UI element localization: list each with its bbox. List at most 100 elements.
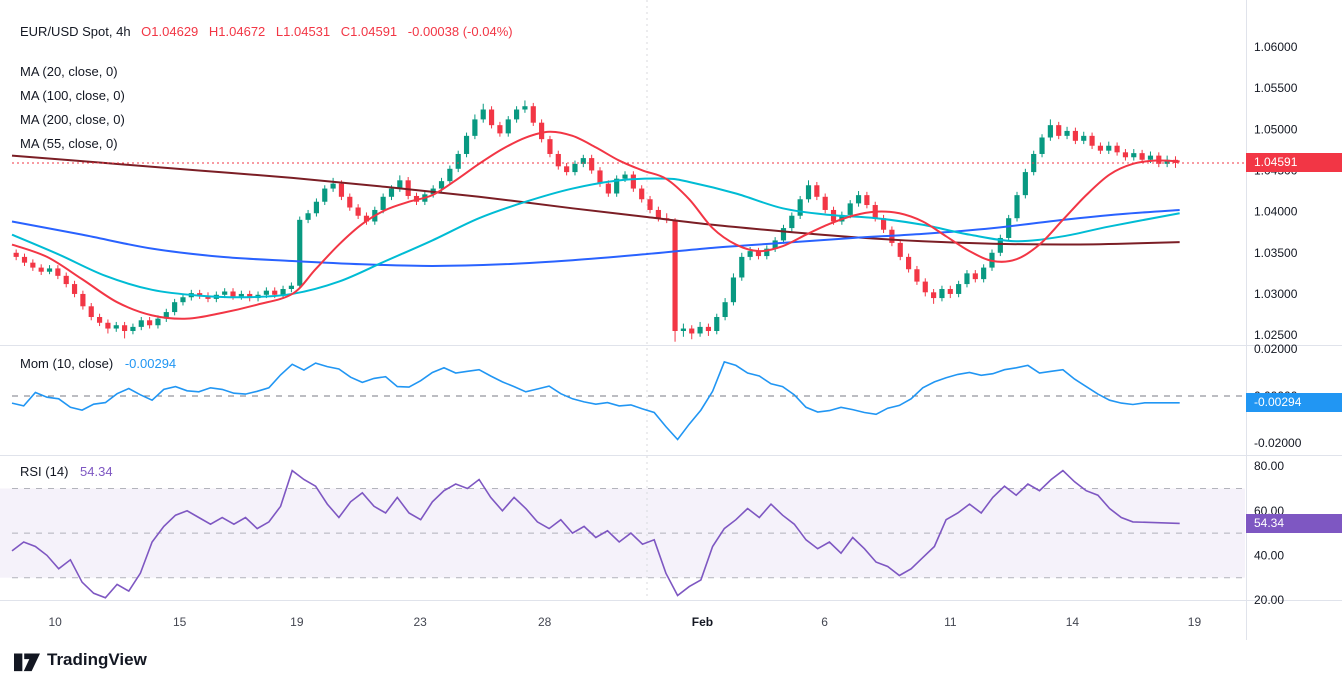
momentum-legend[interactable]: Mom (10, close) -0.00294 [20, 353, 176, 375]
candle-down [705, 326, 712, 332]
candle-down [539, 122, 545, 140]
symbol-legend-row[interactable]: EUR/USD Spot, 4h O1.04629 H1.04672 L1.04… [20, 20, 520, 44]
candle-down [1089, 135, 1095, 146]
candle-down [1122, 152, 1129, 158]
candle-down [347, 196, 353, 208]
rsi-pane[interactable] [0, 455, 1246, 600]
candle-up [572, 163, 578, 173]
ohlc-low: L1.04531 [275, 24, 331, 39]
candle-down [822, 196, 828, 210]
candle-up [780, 228, 787, 241]
candle-up [939, 289, 945, 299]
candle-up [172, 302, 178, 313]
candle-down [589, 158, 595, 171]
ma-20-legend[interactable]: MA (20, close, 0) [20, 64, 118, 79]
candle-up [222, 291, 228, 295]
candle-up [305, 213, 311, 220]
ma20-line [11, 130, 1180, 320]
rsi-line [11, 469, 1180, 599]
ma-200-legend[interactable]: MA (200, close, 0) [20, 112, 125, 127]
candle-down [597, 170, 603, 184]
candle-up [113, 325, 119, 329]
candle-up [322, 188, 328, 202]
candle-up [730, 277, 737, 303]
ohlc-close: C1.04591 [340, 24, 398, 39]
ma-55-legend[interactable]: MA (55, close, 0) [20, 136, 118, 151]
candle-up [514, 109, 520, 120]
candle-down [230, 291, 236, 297]
candle-down [755, 251, 762, 257]
candle-down [122, 325, 128, 332]
candle-down [1072, 130, 1078, 141]
candle-down [488, 109, 495, 126]
candle-up [722, 302, 728, 318]
candle-down [530, 106, 536, 123]
candle-up [772, 240, 778, 249]
candle-up [747, 251, 753, 257]
candle-down [814, 185, 820, 197]
ma-100-legend[interactable]: MA (100, close, 0) [20, 88, 125, 103]
candle-up [964, 273, 970, 285]
candle-up [614, 178, 620, 194]
time-scale[interactable] [0, 600, 1342, 640]
candle-up [697, 326, 703, 334]
candle-up [463, 135, 470, 154]
candle-down [363, 215, 370, 222]
candle-up [956, 284, 962, 294]
candle-up [997, 237, 1003, 253]
candle-up [580, 158, 586, 164]
candle-down [906, 256, 912, 270]
candle-up [1022, 172, 1028, 196]
candle-down [972, 273, 978, 280]
candle-down [555, 153, 561, 167]
candle-down [272, 290, 278, 295]
candle-down [897, 242, 903, 257]
candle-up [438, 181, 445, 189]
price-axis-label: 1.03000 [1254, 287, 1298, 301]
momentum-line [11, 360, 1180, 441]
momentum-axis-label: -0.02000 [1254, 436, 1302, 450]
rsi-axis-label: 40.00 [1254, 548, 1284, 562]
candle-up [472, 119, 478, 136]
ma55-line [11, 177, 1180, 299]
candle-up [1006, 218, 1012, 238]
candle-up [46, 268, 53, 272]
price-axis-label: 1.04000 [1254, 205, 1298, 219]
candle-down [88, 306, 94, 318]
candle-up [1064, 130, 1070, 136]
momentum-legend-value: -0.00294 [124, 356, 177, 371]
candle-up [1131, 153, 1137, 158]
candle-down [689, 328, 695, 334]
price-scale[interactable] [1246, 0, 1342, 600]
momentum-legend-label: Mom (10, close) [20, 356, 114, 371]
rsi-value-badge: 54.34 [1246, 513, 1342, 533]
main-chart-legend: EUR/USD Spot, 4h O1.04629 H1.04672 L1.04… [20, 20, 520, 156]
time-axis-label: 11 [944, 615, 957, 629]
candle-up [238, 293, 244, 297]
candle-down [947, 289, 953, 294]
candle-down [547, 139, 553, 154]
candle-down [914, 269, 920, 282]
ma200-line [11, 154, 1180, 246]
symbol-title: EUR/USD Spot, 4h [20, 24, 131, 39]
momentum-value-badge: -0.00294 [1246, 393, 1342, 413]
time-axis-label: 19 [1188, 615, 1202, 629]
candle-down [338, 183, 345, 197]
candle-down [21, 256, 28, 263]
time-axis-label: 6 [821, 615, 828, 629]
candle-up [180, 297, 186, 303]
rsi-legend[interactable]: RSI (14) 54.34 [20, 461, 113, 483]
last-price-badge: 1.04591 [1246, 153, 1342, 173]
momentum-pane[interactable] [0, 345, 1246, 455]
candle-down [672, 219, 678, 332]
ma100-line [11, 208, 1180, 267]
tradingview-wordmark: TradingView [47, 650, 147, 669]
candle-up [739, 256, 745, 278]
time-axis-label: Feb [692, 615, 713, 629]
candle-up [330, 183, 336, 189]
tradingview-logo[interactable]: TradingView [14, 648, 147, 672]
candle-down [197, 293, 203, 296]
candle-down [497, 125, 503, 134]
candle-down [55, 268, 61, 276]
